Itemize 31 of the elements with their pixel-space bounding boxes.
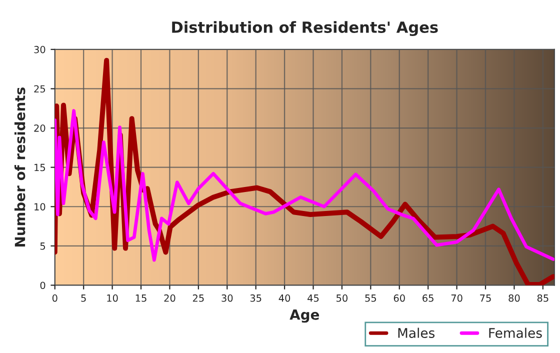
x-tick-label: 40 <box>278 294 290 302</box>
x-tick-label: 10 <box>107 294 118 302</box>
x-tick-label: 60 <box>394 294 405 302</box>
legend-label: Females <box>489 328 542 338</box>
y-tick-label: 0 <box>40 282 46 290</box>
x-tick-label: 80 <box>508 294 520 302</box>
legend-label: Males <box>398 328 435 338</box>
y-tick-label: 30 <box>34 46 46 54</box>
y-axis-title: Number of residents <box>14 88 26 246</box>
line-series <box>54 109 554 262</box>
y-tick-label: 25 <box>34 85 46 93</box>
x-tick-label: 30 <box>222 294 233 302</box>
x-tick-label: 55 <box>365 294 376 302</box>
chart-title: Distribution of Residents' Ages <box>172 21 438 36</box>
x-tick-label: 75 <box>480 294 491 302</box>
x-axis-title: Age <box>290 310 320 323</box>
y-tick-label: 15 <box>34 164 46 172</box>
x-tick-label: 70 <box>451 294 462 302</box>
x-tick-label: 45 <box>308 294 319 302</box>
y-tick-label: 20 <box>34 124 46 132</box>
x-tick-label: 20 <box>164 294 176 302</box>
x-tick-label: 25 <box>192 294 204 302</box>
x-tick-label: 5 <box>81 294 86 302</box>
x-tick-label: 65 <box>422 294 434 302</box>
x-tick-label: 35 <box>250 294 262 302</box>
y-tick-label: 5 <box>40 242 46 250</box>
x-tick-label: 50 <box>336 294 348 302</box>
x-tick-label: 85 <box>537 294 548 302</box>
x-tick-label: 0 <box>52 294 58 302</box>
x-tick-label: 15 <box>136 294 146 302</box>
y-tick-label: 10 <box>34 203 46 210</box>
